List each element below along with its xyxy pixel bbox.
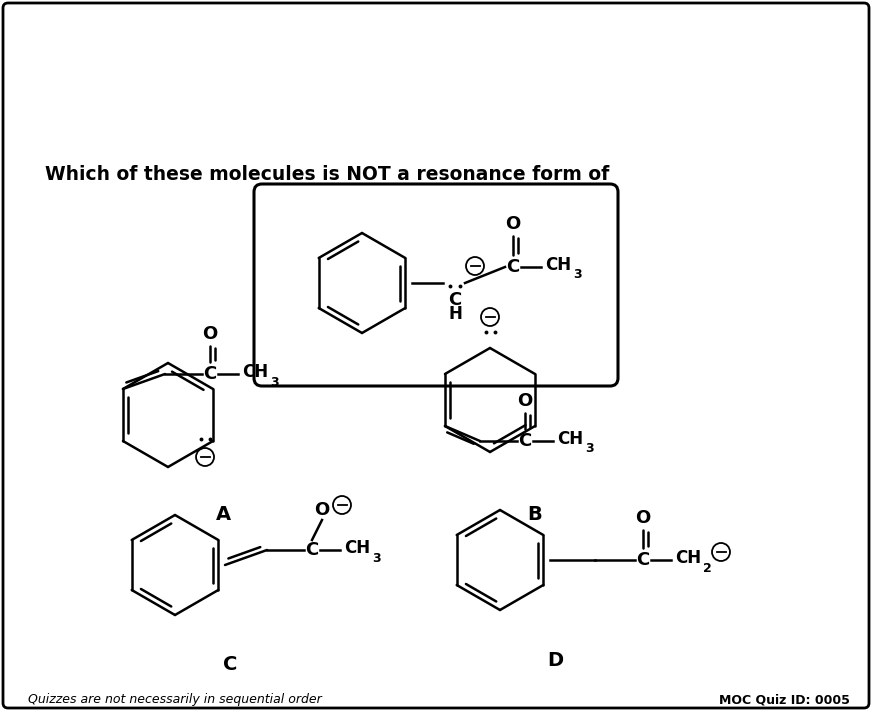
Text: CH: CH [675, 549, 701, 567]
Text: D: D [547, 651, 563, 669]
Text: C: C [518, 432, 532, 450]
FancyBboxPatch shape [254, 184, 618, 386]
Text: CH: CH [545, 256, 571, 274]
Text: CH: CH [242, 363, 268, 381]
Text: MOC Quiz ID: 0005: MOC Quiz ID: 0005 [719, 694, 850, 707]
Text: B: B [528, 505, 542, 525]
Text: O: O [636, 509, 651, 527]
Text: O: O [506, 215, 521, 233]
Text: C: C [223, 656, 237, 674]
Text: O: O [517, 392, 533, 410]
Text: 3: 3 [573, 269, 582, 281]
Text: C: C [507, 258, 520, 276]
Text: C: C [203, 365, 216, 383]
Text: C: C [448, 291, 461, 309]
Text: H: H [448, 305, 462, 323]
Text: A: A [215, 505, 230, 525]
Text: C: C [305, 541, 318, 559]
Text: C: C [637, 551, 650, 569]
Text: Which of these molecules is NOT a resonance form of: Which of these molecules is NOT a resona… [45, 166, 610, 185]
Text: 3: 3 [372, 551, 380, 564]
Text: O: O [315, 501, 330, 519]
Text: CH: CH [344, 539, 370, 557]
Text: 3: 3 [270, 376, 278, 388]
Text: 2: 2 [703, 561, 712, 574]
Text: CH: CH [557, 430, 583, 448]
Text: Quizzes are not necessarily in sequential order: Quizzes are not necessarily in sequentia… [28, 694, 322, 707]
Text: 3: 3 [585, 442, 594, 455]
Text: O: O [202, 325, 218, 343]
FancyBboxPatch shape [3, 3, 869, 708]
